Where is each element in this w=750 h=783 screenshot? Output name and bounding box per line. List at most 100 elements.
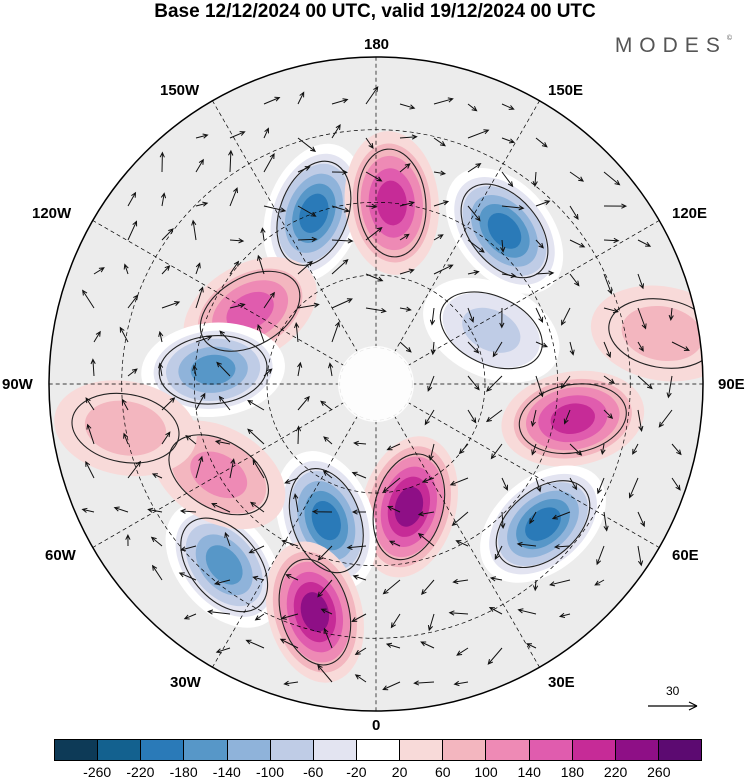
wind-arrow	[229, 458, 236, 479]
wind-arrow	[671, 443, 682, 456]
wind-arrow	[365, 226, 383, 241]
colorbar-swatch	[313, 739, 357, 761]
colorbar-tick-label: -180	[169, 764, 198, 780]
wind-arrow	[247, 428, 265, 445]
colorbar-tick-label: 180	[560, 764, 585, 780]
contour-line	[71, 392, 180, 464]
wind-arrow	[569, 341, 575, 356]
wind-arrow	[297, 302, 320, 309]
wind-arrow	[127, 368, 138, 377]
wind-arrow	[628, 477, 639, 499]
wind-arrow	[297, 236, 318, 243]
brand-name: MODES	[614, 34, 727, 57]
wind-arrow	[191, 219, 197, 241]
wind-arrow	[213, 579, 231, 586]
wind-arrow	[249, 501, 265, 513]
wind-arrow	[637, 511, 645, 528]
wind-arrow	[179, 508, 197, 514]
wind-arrow	[428, 443, 435, 461]
brand-mark: ©	[726, 35, 732, 42]
wind-arrow	[354, 647, 367, 656]
wind-arrow	[247, 400, 265, 411]
wind-arrow	[218, 395, 231, 411]
wind-arrow	[85, 460, 95, 479]
lon-label-60e: 60E	[672, 547, 699, 564]
lon-label-30w: 30W	[170, 674, 201, 691]
wind-arrow	[413, 680, 435, 686]
wind-arrow	[417, 532, 435, 547]
anomaly-band	[311, 500, 341, 541]
wind-arrow	[211, 503, 231, 513]
wind-arrow	[229, 302, 246, 309]
wind-arrow	[257, 324, 265, 343]
lon-label-150e: 150E	[548, 82, 584, 99]
wind-arrow	[331, 124, 341, 139]
wind-arrow	[86, 423, 95, 445]
wind-arrow	[433, 170, 447, 176]
wind-arrow	[467, 409, 477, 424]
wind-arrow	[453, 680, 469, 687]
wind-arrow	[456, 647, 469, 656]
wind-arrow	[399, 200, 415, 207]
wind-arrow	[365, 203, 378, 209]
wind-arrow	[467, 163, 482, 173]
wind-arrow	[603, 375, 616, 384]
wind-arrow	[569, 273, 580, 287]
wind-arrow	[263, 152, 275, 173]
wind-arrow	[297, 137, 317, 153]
wind-arrow	[127, 220, 138, 241]
wind-arrow	[399, 134, 418, 140]
anomaly-band	[190, 354, 236, 385]
wind-arrow	[467, 103, 478, 112]
wind-arrow	[560, 375, 571, 390]
arrow-right-icon	[688, 701, 698, 711]
wind-arrow	[494, 545, 503, 561]
wind-arrow	[248, 545, 265, 554]
wind-arrow	[637, 239, 652, 247]
wind-arrow	[417, 511, 435, 517]
anomaly-band	[205, 545, 243, 585]
wind-arrow	[399, 233, 410, 241]
wind-arrow	[323, 627, 333, 649]
wind-arrow	[229, 187, 238, 207]
lon-label-0: 0	[372, 717, 381, 734]
wind-arrow	[127, 294, 139, 309]
colorbar-swatch	[270, 739, 314, 761]
wind-arrow	[297, 260, 313, 275]
wind-arrow	[430, 341, 436, 356]
wind-arrow	[123, 263, 129, 275]
wind-arrow	[123, 432, 129, 445]
wind-arrow	[501, 137, 516, 144]
anomaly-band	[300, 592, 330, 633]
wind-arrow	[499, 307, 505, 329]
colorbar-swatch	[227, 739, 271, 761]
wind-arrow	[387, 505, 401, 513]
wind-arrow	[352, 574, 367, 581]
colorbar-tick-label: 60	[435, 764, 451, 780]
wind-vectors	[81, 86, 690, 691]
map-title: Base 12/12/2024 00 UTC, valid 19/12/2024…	[154, 1, 596, 22]
wind-arrow	[127, 460, 142, 479]
wind-arrow	[451, 511, 469, 527]
wind-arrow	[331, 321, 340, 343]
colorbar-tick-label: 260	[647, 764, 671, 780]
reference-vector	[648, 701, 698, 711]
wind-arrow	[487, 647, 503, 665]
wind-arrow	[452, 578, 469, 585]
wind-arrow	[161, 265, 171, 275]
wind-arrow	[399, 341, 412, 353]
wind-arrow	[637, 273, 644, 290]
wind-arrow	[331, 298, 353, 309]
wind-arrow	[603, 237, 620, 244]
wind-arrow	[535, 341, 549, 348]
wind-arrow	[161, 397, 176, 411]
wind-arrow	[603, 307, 619, 314]
wind-arrow	[178, 572, 197, 581]
wind-arrow	[535, 477, 542, 493]
wind-arrow	[603, 203, 628, 209]
wind-arrow	[179, 545, 197, 552]
contour-line	[495, 480, 591, 569]
anomaly-band	[550, 403, 596, 434]
wind-arrow	[331, 259, 349, 275]
north-pole-marker	[338, 346, 414, 422]
